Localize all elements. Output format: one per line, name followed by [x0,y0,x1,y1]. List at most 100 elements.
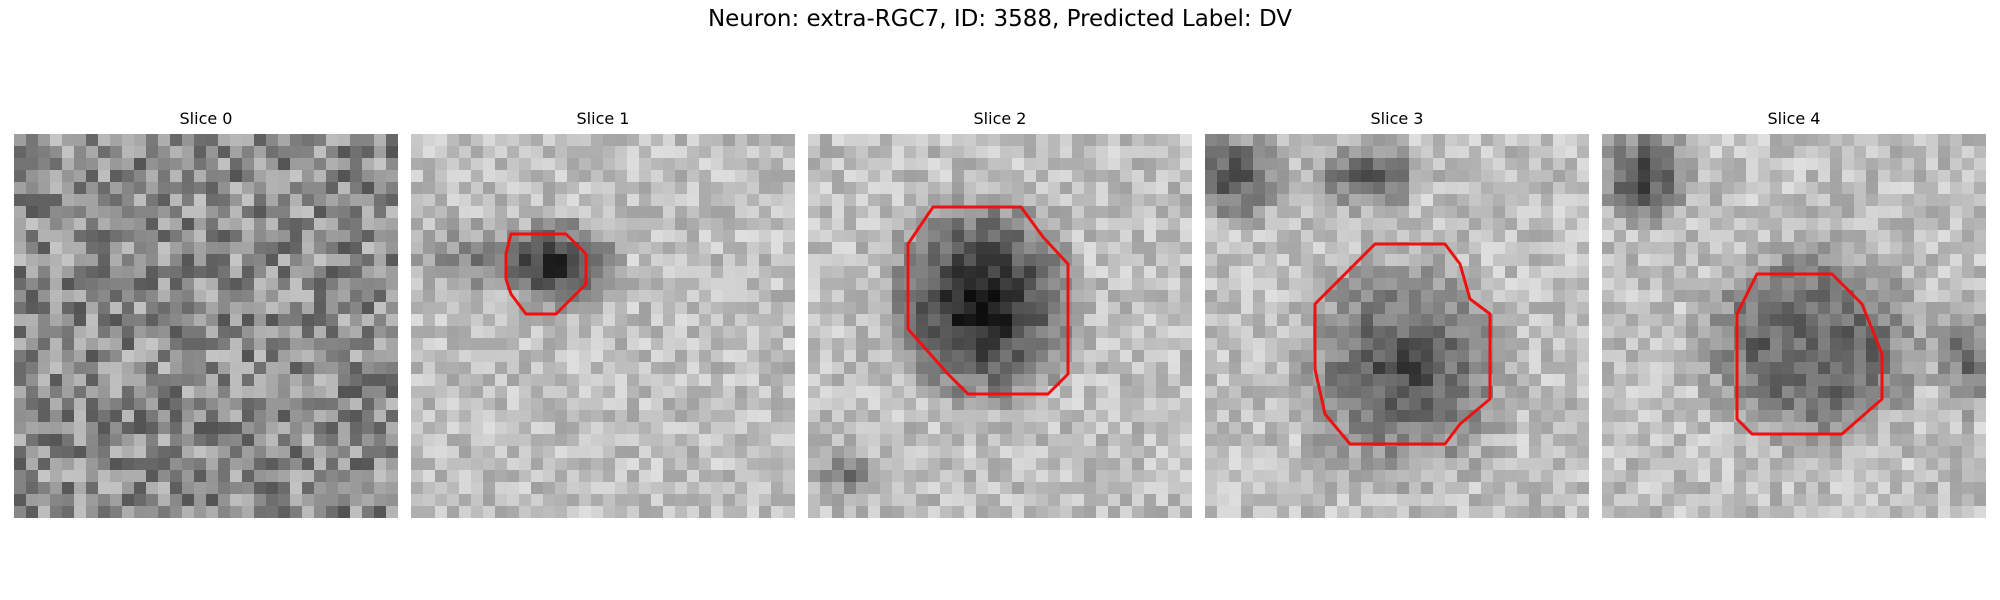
pixel-tile [856,146,869,159]
pixel-tile [627,470,640,483]
pixel-tile [1469,158,1482,171]
pixel-tile [435,374,448,387]
pixel-tile [687,374,700,387]
pixel-tile [555,314,568,327]
pixel-tile [1493,290,1506,303]
pixel-tile [1529,158,1542,171]
pixel-tile [735,446,748,459]
pixel-tile [783,410,795,423]
pixel-tile [1926,146,1939,159]
pixel-tile [158,482,171,495]
pixel-tile [579,422,592,435]
pixel-tile [350,242,363,255]
pixel-tile [74,266,87,279]
pixel-tile [1373,218,1386,231]
pixel-tile [1409,374,1422,387]
pixel-tile [1674,362,1687,375]
pixel-tile [1577,158,1589,171]
pixel-tile [1144,398,1157,411]
pixel-tile [254,266,267,279]
pixel-tile [230,254,243,267]
pixel-tile [1890,170,1903,183]
pixel-tile [1108,290,1121,303]
pixel-tile [1156,410,1169,423]
pixel-tile [868,254,881,267]
pixel-tile [783,494,795,507]
pixel-tile [278,482,291,495]
pixel-tile [1493,158,1506,171]
pixel-tile [134,134,147,147]
pixel-tile [615,398,628,411]
pixel-tile [1614,422,1627,435]
pixel-tile [411,218,424,231]
pixel-tile [1650,218,1663,231]
pixel-tile [14,182,27,195]
pixel-tile [567,338,580,351]
pixel-tile [1565,158,1578,171]
pixel-tile [880,362,893,375]
pixel-tile [194,434,207,447]
pixel-tile [1890,182,1903,195]
pixel-tile [1710,290,1723,303]
pixel-tile [1854,374,1867,387]
pixel-tile [699,506,712,518]
pixel-tile [663,470,676,483]
pixel-tile [1626,422,1639,435]
pixel-tile [1421,362,1434,375]
pixel-tile [1866,302,1879,315]
pixel-tile [1541,386,1554,399]
pixel-tile [892,206,905,219]
pixel-tile [1806,278,1819,291]
pixel-tile [1481,470,1494,483]
pixel-tile [1072,350,1085,363]
pixel-tile [988,290,1001,303]
pixel-tile [1854,134,1867,147]
pixel-tile [182,266,195,279]
pixel-tile [820,194,833,207]
pixel-tile [1337,398,1350,411]
pixel-tile [459,290,472,303]
pixel-tile [1746,446,1759,459]
pixel-tile [1289,218,1302,231]
pixel-tile [651,134,664,147]
pixel-tile [362,194,375,207]
pixel-tile [988,482,1001,495]
pixel-tile [519,146,532,159]
pixel-tile [1818,422,1831,435]
pixel-tile [1818,278,1831,291]
pixel-tile [1650,242,1663,255]
pixel-tile [1686,290,1699,303]
pixel-tile [1337,242,1350,255]
pixel-tile [447,494,460,507]
pixel-tile [326,182,339,195]
pixel-tile [1349,290,1362,303]
pixel-tile [555,182,568,195]
pixel-tile [1758,254,1771,267]
pixel-tile [1902,314,1915,327]
pixel-tile [1253,242,1266,255]
pixel-tile [808,158,821,171]
pixel-tile [1866,266,1879,279]
pixel-tile [1686,362,1699,375]
pixel-tile [14,458,27,471]
pixel-tile [1698,134,1711,147]
pixel-tile [1229,434,1242,447]
pixel-tile [495,482,508,495]
pixel-tile [1349,158,1362,171]
pixel-tile [1289,386,1302,399]
pixel-tile [1373,206,1386,219]
pixel-tile [1325,494,1338,507]
pixel-tile [1602,338,1615,351]
pixel-tile [1614,170,1627,183]
pixel-tile [627,254,640,267]
pixel-tile [1662,374,1675,387]
pixel-tile [122,386,135,399]
pixel-tile [820,470,833,483]
pixel-tile [423,482,436,495]
pixel-tile [639,230,652,243]
pixel-tile [856,482,869,495]
pixel-tile [1746,362,1759,375]
pixel-tile [1914,170,1927,183]
pixel-tile [808,422,821,435]
pixel-tile [507,170,520,183]
